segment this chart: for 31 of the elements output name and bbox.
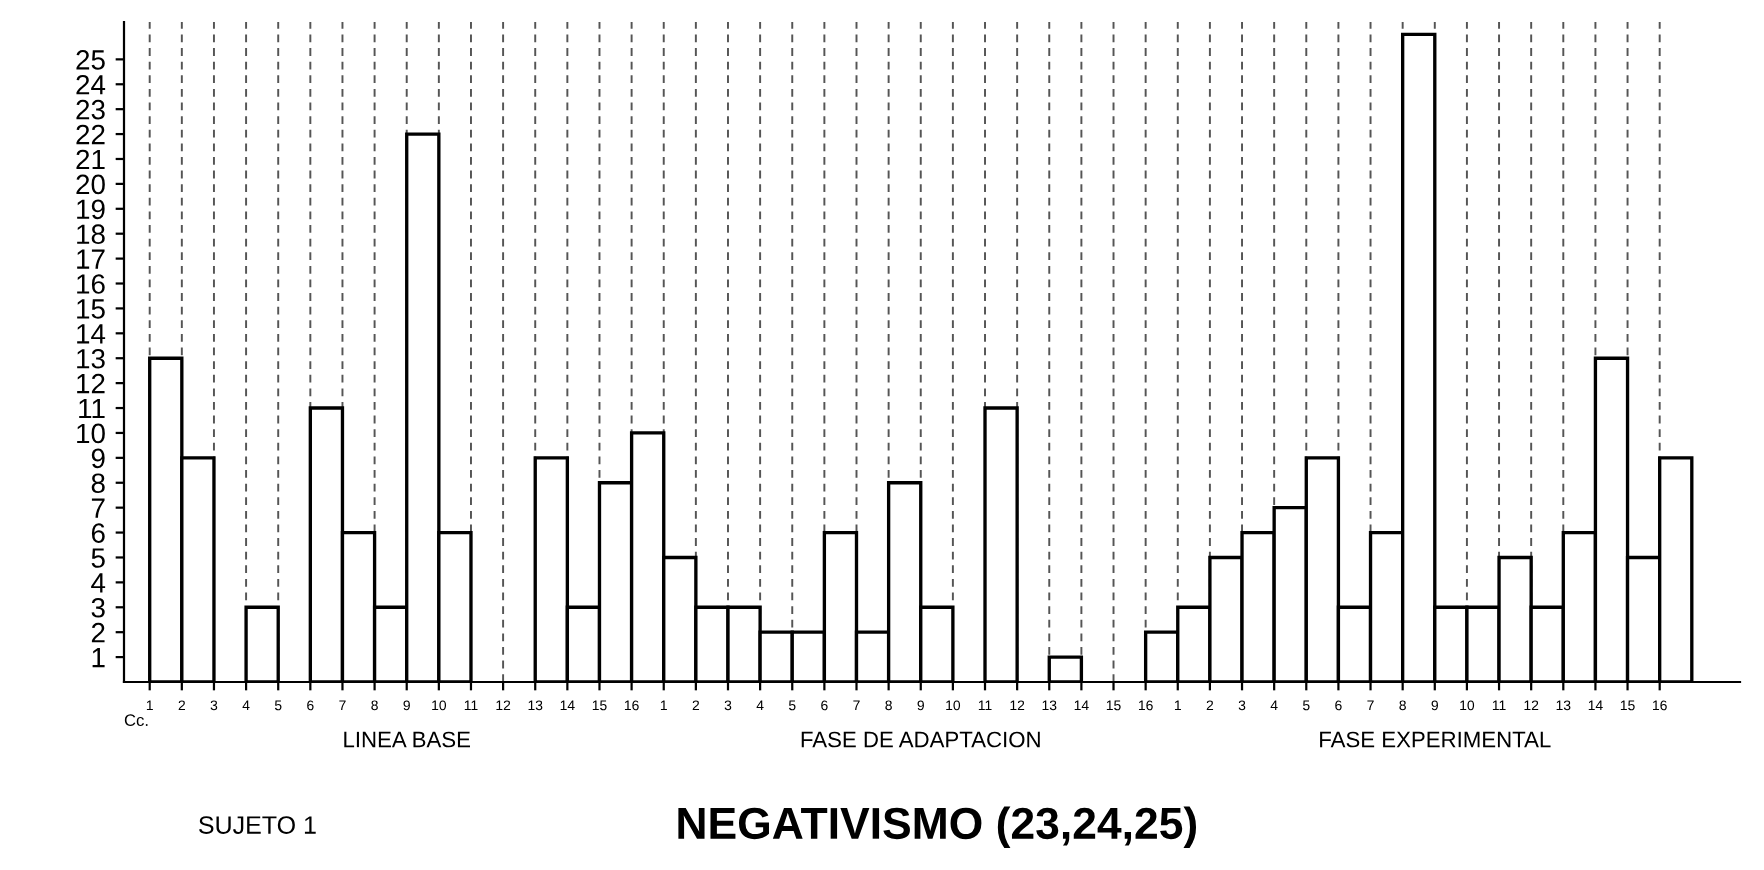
y-tick-label: 10: [77, 423, 105, 444]
y-tick-label: 5: [91, 548, 105, 568]
y-tick-label: 15: [77, 299, 105, 319]
y-tick-label: 23: [76, 99, 105, 120]
y-tick-label: 12: [77, 373, 105, 394]
text: Cc.: [124, 714, 148, 727]
y-tick-label: 4: [91, 573, 106, 593]
text: LINEA BASE: [344, 731, 470, 748]
y-tick-label: 1: [92, 648, 105, 668]
text: FASE DE ADAPTACION: [801, 731, 1040, 748]
text: SUJETO 1: [199, 816, 316, 834]
y-tick-label: 8: [91, 473, 105, 494]
y-tick-label: 7: [91, 498, 105, 518]
y-tick-label: 13: [77, 348, 105, 369]
y-tick-label: 14: [77, 324, 106, 344]
y-tick-label: 3: [91, 597, 105, 618]
y-tick-label: 25: [76, 50, 105, 70]
y-tick-label: 20: [76, 174, 105, 195]
y-tick-label: 21: [76, 149, 105, 170]
y-tick-label: 24: [76, 74, 106, 95]
y-tick-label: 17: [77, 249, 105, 269]
y-tick-label: 9: [91, 448, 105, 469]
y-tick-label: 22: [76, 124, 105, 145]
text: FASE EXPERIMENTAL: [1320, 731, 1551, 748]
y-tick-label: 2: [91, 622, 105, 643]
text: NEGATIVISMO (23,24,25): [678, 806, 1197, 848]
y-tick-label: 19: [77, 199, 105, 220]
y-tick-label: 11: [79, 398, 105, 419]
y-tick-label: 16: [77, 274, 105, 294]
y-tick-label: 18: [77, 224, 105, 245]
y-tick-label: 6: [91, 523, 105, 543]
